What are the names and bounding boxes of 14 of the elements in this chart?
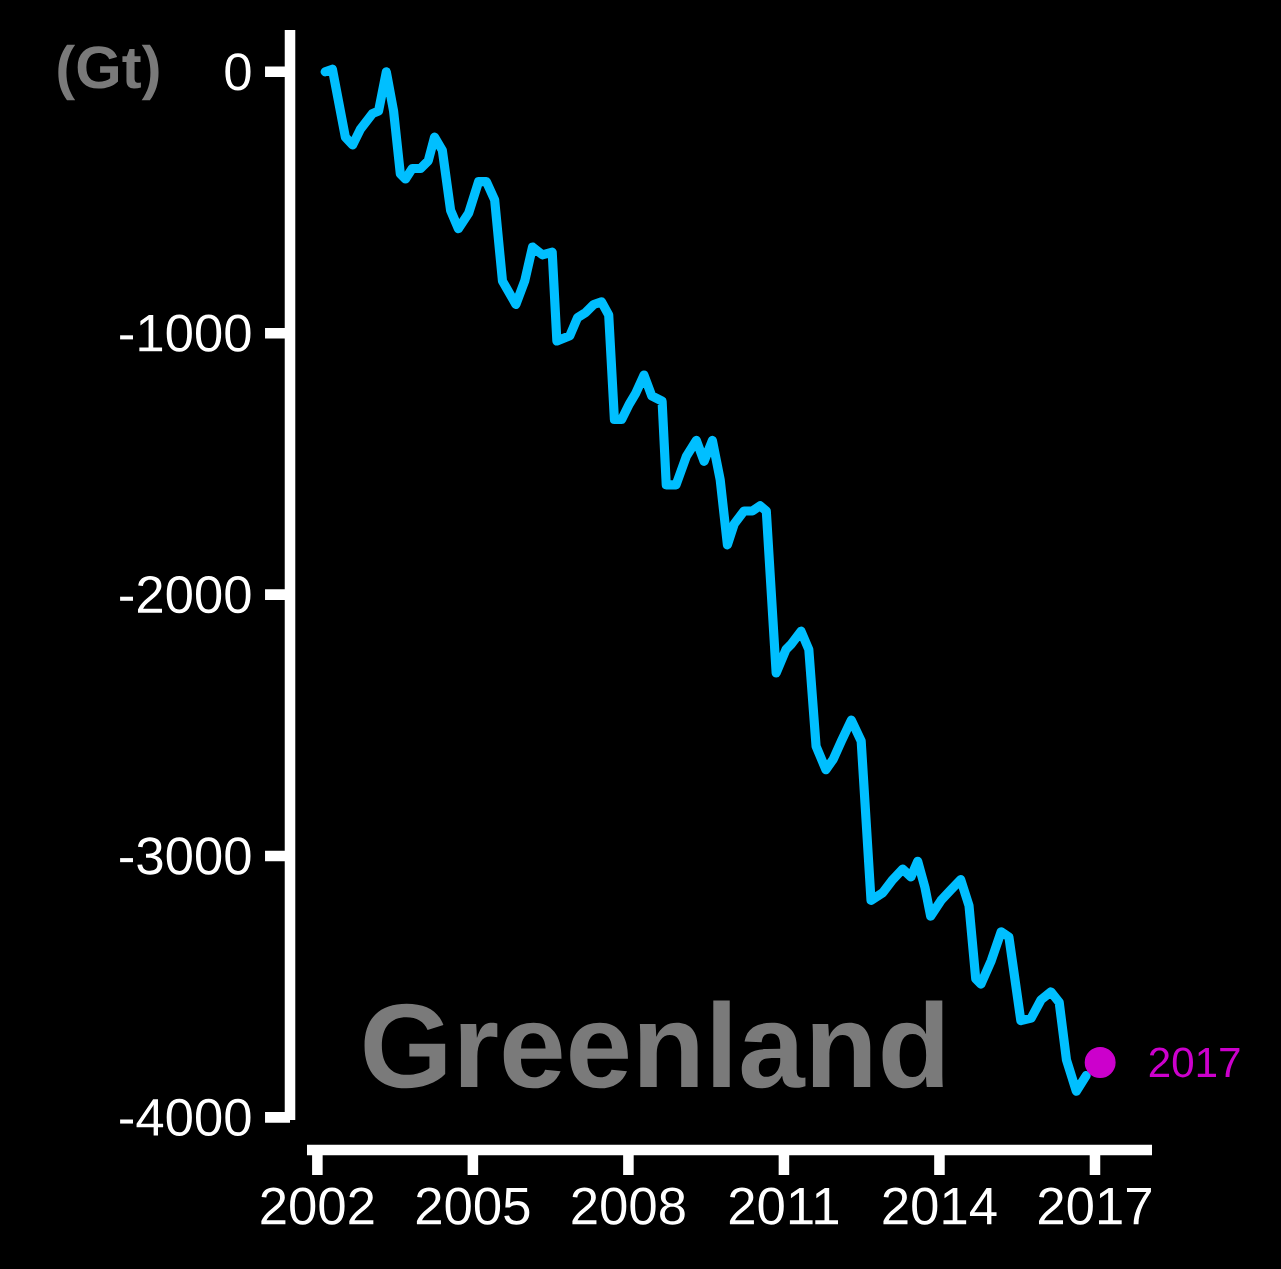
x-tick-label: 2008 — [572, 1187, 685, 1225]
y-tick-label: -4000 — [120, 1098, 251, 1137]
y-axis-title: (Gt) — [58, 44, 159, 101]
y-tick-label: -2000 — [120, 575, 251, 614]
x-tick-label: 2011 — [729, 1187, 839, 1225]
x-tick-label: 2017 — [1038, 1187, 1151, 1225]
legend-label: 2017 — [1149, 1047, 1240, 1078]
x-tick-label: 2005 — [416, 1187, 530, 1225]
y-tick-label: 0 — [225, 53, 251, 91]
text: Greenland — [364, 1000, 943, 1089]
y-tick-label: -1000 — [120, 314, 251, 352]
x-tick-label: 2014 — [883, 1187, 997, 1225]
x-tick-label: 2002 — [261, 1187, 374, 1225]
y-tick-label: -3000 — [120, 837, 251, 875]
